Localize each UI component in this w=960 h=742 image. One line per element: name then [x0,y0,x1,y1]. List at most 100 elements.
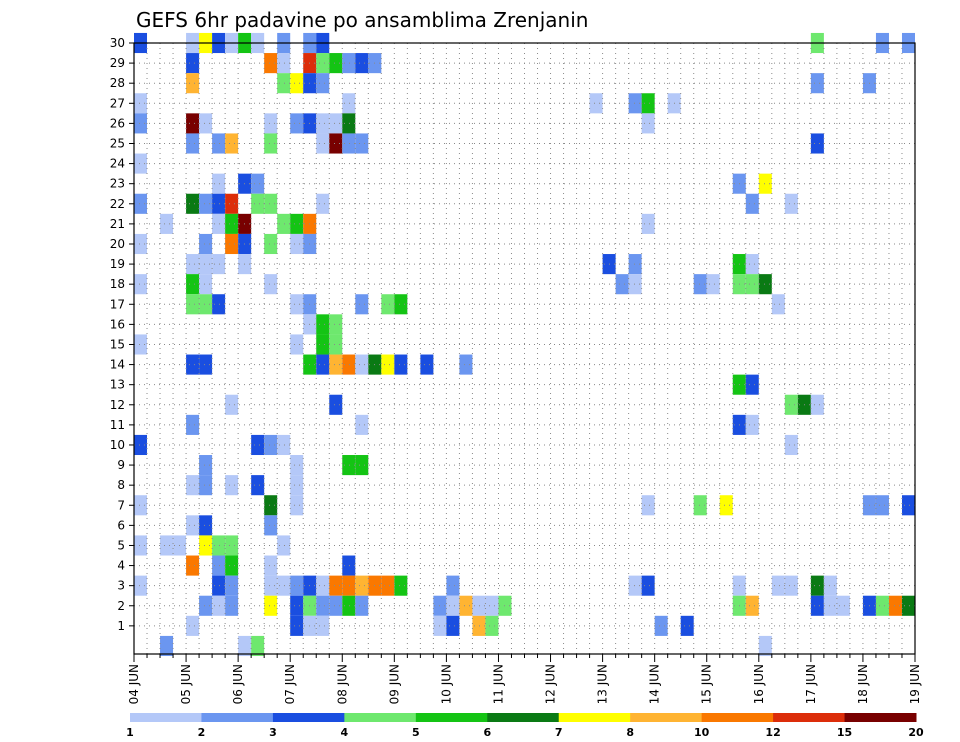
dotted-grid [134,43,915,654]
precip-cell-member-26-step-12 [290,113,304,134]
x-tick-label: 06 JUN [231,664,245,704]
precip-cell-member-7-step-10 [264,495,278,516]
x-tick-label: 11 JUN [491,664,505,704]
x-tick-label: 10 JUN [439,664,453,704]
precip-cell-member-1-step-40 [654,615,668,636]
precip-cell-member-2-step-47 [745,595,759,616]
precip-cell-member-26-step-10 [264,113,278,134]
x-tick-label: 12 JUN [544,664,558,704]
precip-cell-member-5-step-11 [277,535,291,556]
precip-cell-member-4-step-10 [264,555,278,576]
precip-cell-member-18-step-0 [134,274,148,295]
precip-cell-member-3-step-11 [277,575,291,596]
precip-cell-member-7-step-59 [901,495,915,516]
precip-cell-member-10-step-50 [784,434,798,456]
precip-cell-member-3-step-14 [316,575,330,596]
precip-cell-member-5-step-2 [160,535,174,556]
y-tick-label: 1 [117,619,125,633]
precip-cell-member-20-step-12 [290,233,304,255]
colorbar-swatch [487,713,560,722]
y-tick-label: 14 [110,358,125,372]
x-tick-label: 16 JUN [752,664,766,704]
y-tick-label: 12 [110,398,125,412]
precip-cell-member-3-step-17 [355,575,369,596]
precip-cell-member-23-step-6 [212,173,226,194]
x-tick-label: 19 JUN [908,664,922,704]
precip-cell-member-14-step-4 [186,354,200,375]
precip-cell-member-20-step-5 [199,233,213,255]
y-tick-label: 17 [110,297,125,311]
precip-cell-member-18-step-37 [615,274,629,295]
precip-cell-member-3-step-50 [784,575,798,596]
x-tick-label: 09 JUN [387,664,401,704]
precip-cell-member-25-step-4 [186,133,200,154]
precip-cell-member-2-step-57 [875,595,889,616]
colorbar-level-label: 1 [126,726,134,739]
colorbar-level-label: 7 [555,726,563,739]
precip-cell-member-19-step-5 [199,254,213,275]
precip-cell-member-18-step-5 [199,274,213,295]
x-tick-label: 04 JUN [127,664,141,704]
precip-cell-member-5-step-5 [199,535,213,556]
precip-cell-member-17-step-49 [771,294,785,315]
precip-cell-member-26-step-4 [186,113,200,134]
colorbar-swatch [201,713,274,722]
precip-cell-member-28-step-52 [810,73,824,94]
precip-cell-member-7-step-57 [875,495,889,516]
y-tick-label: 7 [117,498,125,512]
precip-cell-member-1-step-27 [485,615,499,636]
precip-cell-member-11-step-4 [186,414,200,435]
precip-cell-member-8-step-7 [225,475,239,496]
precip-cell-member-3-step-39 [641,575,655,596]
precip-cell-member-9-step-5 [199,455,213,476]
precip-cell-member-12-step-7 [225,394,239,415]
precip-cell-member-28-step-11 [277,73,291,94]
precip-cell-member-25-step-6 [212,133,226,154]
precip-cell-member-16-step-14 [316,314,330,335]
precip-cell-member-5-step-6 [212,535,226,556]
colorbar-swatch [630,713,703,722]
y-tick-label: 25 [110,136,125,150]
colorbar-swatch [558,713,631,722]
precip-cell-member-2-step-17 [355,595,369,616]
precip-cell-member-21-step-12 [290,213,304,234]
y-tick-label: 30 [110,36,125,50]
precip-cell-member-7-step-12 [290,495,304,516]
precip-cell-member-22-step-0 [134,193,148,214]
precip-cell-member-25-step-16 [342,133,356,154]
precip-cell-member-2-step-54 [836,595,850,616]
precip-cell-member-26-step-15 [329,113,343,134]
precip-cell-member-8-step-12 [290,475,304,496]
precip-cell-member-7-step-0 [134,495,148,516]
precip-cell-member-1-step-42 [680,615,694,636]
colorbar-level-label: 4 [341,726,349,739]
colorbar-swatch [701,713,774,722]
precip-cell-member-17-step-4 [186,294,200,315]
precip-cell-member-10-step-9 [251,434,265,456]
precip-cell-member-15-step-12 [290,334,304,355]
precip-cell-member-27-step-0 [134,93,148,114]
precip-cell-member-27-step-38 [628,93,642,114]
precip-cell-member-26-step-39 [641,113,655,134]
colorbar-level-label: 20 [908,726,924,739]
precip-cell-member-3-step-20 [394,575,408,596]
precip-cell-member-27-step-16 [342,93,356,114]
precip-cell-member-15-step-15 [329,334,343,355]
y-tick-label: 13 [110,378,125,392]
x-tick-label: 05 JUN [179,664,193,704]
precip-cell-member-14-step-16 [342,354,356,375]
precip-cell-member-29-step-14 [316,53,330,74]
precip-cell-member-22-step-6 [212,193,226,214]
precip-cell-member-3-step-10 [264,575,278,596]
colorbar-level-label: 5 [412,726,420,739]
precip-cell-member-10-step-10 [264,434,278,456]
precip-cell-member-27-step-39 [641,93,655,114]
y-tick-label: 21 [110,217,125,231]
precip-cell-member-8-step-5 [199,475,213,496]
colorbar-swatch [773,713,846,722]
precipitation-colorbar: 1 2 3 4 5 6 7 8 10 12 15 20 [126,713,924,739]
precip-cell-member-20-step-7 [225,233,239,255]
precip-cell-member-23-step-9 [251,173,265,194]
precip-cell-member-3-step-49 [771,575,785,596]
precip-cell-member-14-step-20 [394,354,408,375]
